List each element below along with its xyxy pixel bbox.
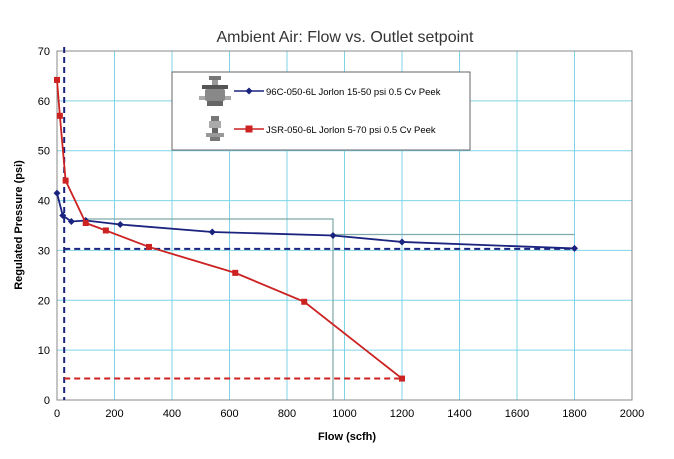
y-tick-label: 30 (38, 245, 50, 257)
x-tick-label: 2000 (620, 408, 644, 420)
series-point-1 (301, 298, 308, 305)
plot-area-border (56, 50, 633, 401)
series-point-0 (398, 238, 406, 246)
series-point-1 (146, 243, 152, 250)
series-point-1 (102, 227, 109, 234)
series-point-1 (62, 177, 69, 184)
x-tick-label: 1000 (332, 408, 356, 420)
reference-line (85, 218, 334, 400)
series-point-1 (232, 269, 239, 276)
x-tick-label: 0 (54, 408, 60, 420)
series-point-0 (53, 189, 61, 197)
series-point-0 (67, 218, 75, 226)
series-point-0 (329, 231, 337, 239)
regulator-jsr-icon (206, 116, 224, 141)
chart-title: Ambient Air: Flow vs. Outlet setpoint (217, 29, 475, 46)
y-axis-label: Regulated Pressure (psi) (13, 160, 25, 290)
series-point-0 (571, 244, 578, 252)
series-point-0 (59, 212, 67, 220)
series-point-0 (208, 228, 216, 236)
y-tick-label: 50 (38, 146, 50, 158)
x-tick-label: 200 (105, 408, 123, 420)
x-tick-label: 400 (163, 408, 181, 420)
legend-label-jsr: JSR-050-6L Jorlon 5-70 psi 0.5 Cv Peek (266, 125, 436, 136)
legend-label-96c: 96C-050-6L Jorlon 15-50 psi 0.5 Cv Peek (266, 87, 441, 98)
x-tick-label: 1600 (505, 408, 529, 420)
x-tick-label: 600 (220, 408, 238, 420)
legend-marker-96c (245, 87, 253, 95)
x-tick-label: 800 (278, 408, 296, 420)
y-tick-label: 70 (38, 46, 50, 58)
y-axis-ticks: 0 10 20 30 40 50 60 70 (38, 46, 50, 407)
x-tick-label: 1400 (447, 408, 471, 420)
y-tick-label: 0 (44, 395, 50, 407)
y-tick-label: 40 (38, 196, 50, 208)
series-point-0 (116, 221, 124, 229)
legend-marker-jsr (245, 125, 253, 133)
x-axis-label: Flow (scfh) (318, 431, 376, 443)
x-tick-label: 1800 (562, 408, 586, 420)
data-series (53, 76, 578, 382)
series-point-1 (399, 375, 405, 382)
x-tick-label: 1200 (390, 408, 414, 420)
y-tick-label: 10 (38, 345, 50, 357)
y-tick-label: 20 (38, 295, 50, 307)
regulator-96c-icon (199, 76, 231, 106)
series-point-1 (54, 76, 60, 83)
series-point-1 (56, 112, 63, 119)
x-axis-ticks: 0 200 400 600 800 1000 1200 1400 1600 1800 2000 (54, 408, 644, 420)
series-line-0 (56, 192, 575, 250)
y-tick-label: 60 (38, 96, 50, 108)
series-point-1 (82, 220, 89, 227)
legend: 96C-050-6L Jorlon 15-50 psi 0.5 Cv Peek … (171, 71, 471, 151)
